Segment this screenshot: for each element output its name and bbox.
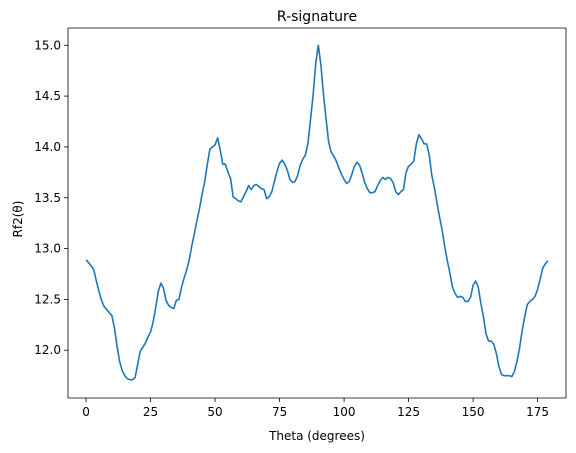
y-axis-label: Rf2(θ) — [11, 201, 25, 238]
series-line — [85, 44, 549, 381]
x-tick-label: 100 — [333, 405, 356, 419]
x-axis-ticks: 0 25 50 75 100 125 150 175 — [82, 398, 549, 419]
x-tick-label: 175 — [526, 405, 549, 419]
y-tick-label: 12.5 — [34, 292, 61, 306]
x-tick-label: 75 — [272, 405, 287, 419]
x-tick-label: 25 — [143, 405, 158, 419]
x-tick-label: 150 — [462, 405, 485, 419]
y-tick-label: 14.5 — [34, 89, 61, 103]
x-tick-label: 50 — [207, 405, 222, 419]
plot-area — [67, 27, 567, 399]
series-layer — [85, 44, 549, 381]
y-tick-label: 12.0 — [34, 343, 61, 357]
x-tick-label: 0 — [82, 405, 90, 419]
x-axis-label: Theta (degrees) — [268, 429, 365, 443]
y-tick-label: 13.0 — [34, 242, 61, 256]
x-tick-label: 125 — [397, 405, 420, 419]
y-tick-label: 13.5 — [34, 191, 61, 205]
y-axis-ticks: 12.0 12.5 13.0 13.5 14.0 14.5 15.0 — [34, 38, 68, 357]
y-tick-label: 15.0 — [34, 38, 61, 52]
chart-title: R-signature — [277, 9, 357, 25]
y-tick-label: 14.0 — [34, 140, 61, 154]
